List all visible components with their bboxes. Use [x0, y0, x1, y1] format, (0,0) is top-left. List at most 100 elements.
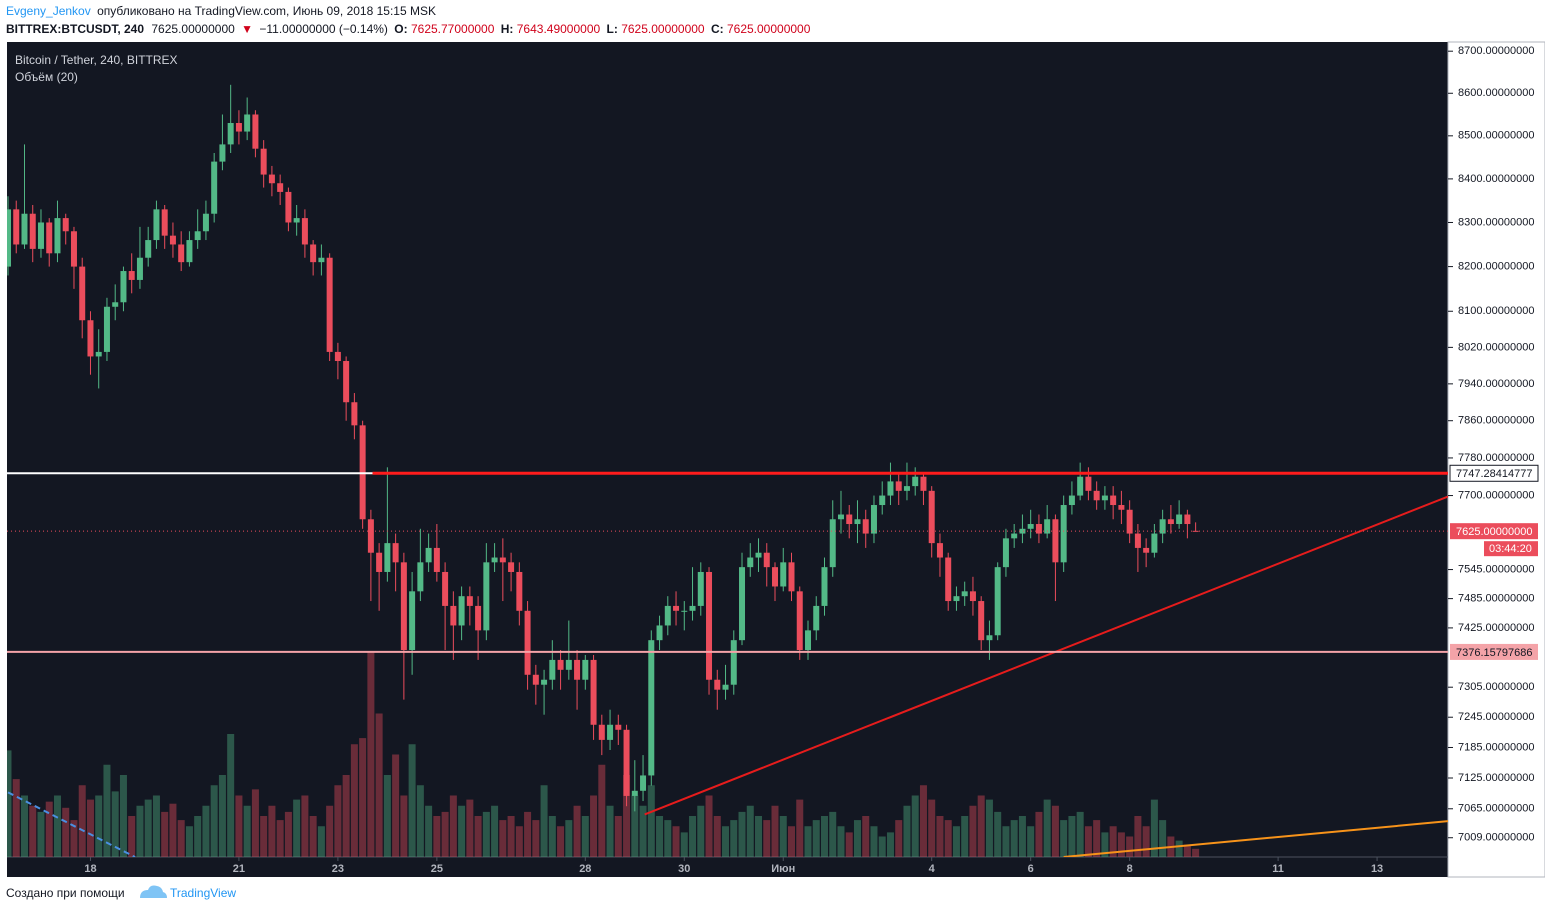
candle-body — [1093, 490, 1100, 501]
volume-bar — [895, 820, 903, 857]
volume-bar — [37, 811, 45, 857]
volume-bar — [936, 816, 944, 857]
candle-body — [458, 596, 465, 626]
candle-body — [837, 514, 844, 520]
volume-bar — [779, 816, 787, 857]
candle-body — [739, 567, 746, 641]
open-value: 7625.77000000 — [411, 22, 495, 36]
volume-bar — [515, 826, 523, 857]
y-tick-label: 7245.00000000 — [1458, 711, 1534, 723]
candle-body — [829, 519, 836, 568]
published: опубликовано на TradingView.com, Июнь 09… — [97, 4, 436, 18]
candle-body — [384, 543, 391, 572]
volume-bar — [499, 820, 507, 857]
candle-body — [70, 231, 77, 267]
volume-bar — [268, 805, 276, 857]
candle-body — [153, 209, 160, 241]
candle-body — [62, 218, 69, 232]
volume-bar — [713, 816, 721, 857]
volume-bar — [796, 799, 804, 857]
author[interactable]: Evgeny_Jenkov — [6, 4, 91, 18]
candle-body — [788, 562, 795, 592]
volume-bar — [573, 805, 581, 857]
volume-bar — [1043, 799, 1051, 857]
publish-line: Evgeny_Jenkov опубликовано на TradingVie… — [6, 4, 436, 18]
volume-bar — [78, 785, 86, 857]
volume-bar — [1068, 816, 1076, 857]
volume-bar — [565, 820, 573, 857]
y-tick-label: 8500.00000000 — [1458, 130, 1534, 142]
candle-body — [763, 552, 770, 568]
volume-bar — [788, 826, 796, 857]
candle-body — [376, 552, 383, 572]
candle-body — [978, 601, 985, 641]
y-tick-label: 7545.00000000 — [1458, 563, 1534, 575]
volume-bar — [1159, 820, 1167, 857]
volume-bar — [53, 795, 61, 857]
volume-bar — [1101, 832, 1109, 857]
footer-brand[interactable]: TradingView — [170, 886, 236, 900]
y-tick-label: 7425.00000000 — [1458, 622, 1534, 634]
candle-body — [326, 257, 333, 352]
candle-body — [813, 605, 820, 631]
candle-body — [334, 351, 341, 362]
volume-bar — [1076, 811, 1084, 857]
volume-bar — [532, 820, 540, 857]
close-value: 7625.00000000 — [727, 22, 811, 36]
volume-bar — [169, 803, 177, 857]
candle-body — [681, 610, 688, 612]
volume-bar — [829, 811, 837, 857]
candle-body — [879, 495, 886, 506]
volume-bar — [548, 816, 556, 857]
change: −11.00000000 (−0.14%) — [259, 22, 388, 36]
x-tick-label: 21 — [233, 863, 245, 875]
candle-body — [656, 625, 663, 641]
candle-body — [714, 679, 721, 690]
volume-bar — [1183, 844, 1191, 857]
candle-body — [260, 148, 267, 175]
candle-body — [499, 557, 506, 563]
volume-bar — [301, 795, 309, 857]
volume-bar — [86, 799, 94, 857]
x-tick-label: Июн — [771, 863, 795, 875]
volume-bar — [656, 816, 664, 857]
candle-body — [590, 659, 597, 725]
candle-body — [244, 114, 251, 132]
volume-bar — [647, 785, 655, 857]
quote-line: BITTREX:BTCUSDT, 240 7625.00000000 ▼ −11… — [6, 22, 811, 36]
y-tick-label: 7940.00000000 — [1458, 378, 1534, 390]
candle-body — [1176, 514, 1183, 525]
candle-body — [318, 257, 325, 263]
candle-body — [120, 271, 127, 303]
candle-body — [623, 729, 630, 796]
x-tick-label: 6 — [1028, 863, 1034, 875]
low-value: 7625.00000000 — [621, 22, 705, 36]
volume-bar — [705, 795, 713, 857]
x-tick-label: 30 — [678, 863, 690, 875]
volume-bar — [994, 811, 1002, 857]
candle-body — [1159, 519, 1166, 534]
logo-cloud — [140, 885, 167, 898]
volume-bar — [128, 816, 136, 857]
countdown-bg — [1484, 541, 1538, 557]
candle-body — [780, 562, 787, 587]
candle-body — [136, 257, 143, 280]
plot — [7, 84, 1448, 857]
candle-body — [706, 571, 713, 680]
last-price: 7625.00000000 — [151, 22, 235, 36]
candle-body — [301, 218, 308, 245]
down-arrow: ▼ — [241, 22, 253, 36]
candle-body — [598, 724, 605, 740]
volume-bar — [474, 816, 482, 857]
candle-body — [730, 640, 737, 685]
volume-bar — [1093, 820, 1101, 857]
x-tick-label: 8 — [1127, 863, 1133, 875]
price-label: 7376.15797686 — [1456, 647, 1532, 659]
y-tick-label: 8300.00000000 — [1458, 216, 1534, 228]
candle-body — [235, 123, 242, 132]
candle-body — [252, 114, 259, 149]
volume-bar — [631, 795, 639, 857]
candle-body — [541, 679, 548, 685]
volume-bar — [961, 816, 969, 857]
volume-bar — [606, 805, 614, 857]
